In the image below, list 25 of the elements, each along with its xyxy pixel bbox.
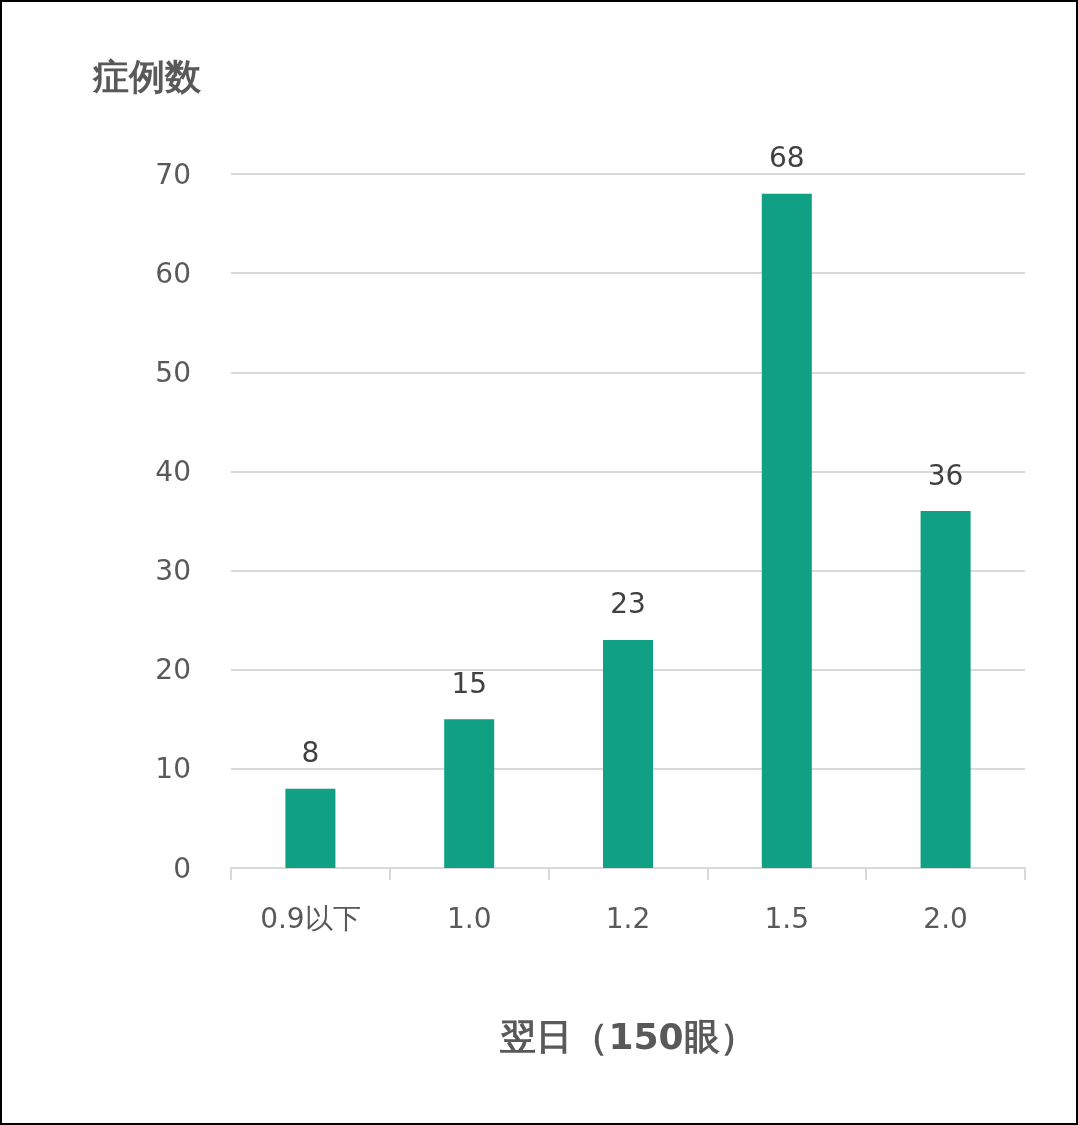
- x-tick-label: 1.2: [605, 901, 651, 935]
- data-label: 68: [768, 141, 805, 175]
- data-label: 8: [301, 736, 320, 770]
- y-tick-label: 30: [155, 554, 191, 588]
- y-tick-label: 0: [173, 851, 191, 885]
- y-tick-label: 50: [155, 355, 191, 389]
- y-tick-label: 70: [155, 157, 191, 191]
- x-tick-label: 1.5: [764, 901, 810, 935]
- data-label: 23: [610, 587, 646, 621]
- bar: [285, 788, 336, 868]
- x-tick-label: 2.0: [923, 901, 968, 935]
- y-tick-label: 20: [155, 653, 191, 687]
- bar: [444, 719, 495, 868]
- data-label: 36: [927, 458, 964, 492]
- y-tick-label: 60: [155, 256, 191, 290]
- y-tick-label: 40: [155, 454, 191, 488]
- x-tick-label: 1.0: [446, 901, 492, 935]
- data-label: 15: [451, 666, 488, 700]
- x-axis-title: 翌日（150眼）: [500, 1015, 756, 1057]
- bar: [920, 511, 971, 868]
- y-axis-title: 症例数: [92, 55, 202, 97]
- bar: [603, 639, 653, 868]
- bar: [761, 193, 812, 868]
- y-tick-label: 10: [155, 752, 191, 786]
- x-tick-label: 0.9以下: [260, 901, 361, 935]
